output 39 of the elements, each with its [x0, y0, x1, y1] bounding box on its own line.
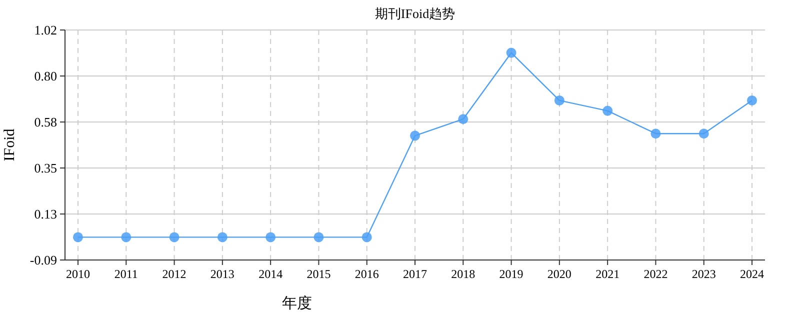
x-tick-label: 2024	[740, 267, 764, 281]
point	[73, 232, 83, 242]
x-tick-label: 2020	[547, 267, 572, 281]
x-tick-label: 2022	[644, 267, 668, 281]
point	[121, 232, 132, 242]
point	[698, 128, 709, 139]
x-tick-label: 2023	[692, 267, 716, 281]
y-tick-label: 0.13	[34, 206, 57, 222]
y-axis-title: IFoid	[2, 128, 18, 162]
x-tick-label: 2015	[306, 267, 331, 281]
x-tick-label: 2021	[596, 267, 620, 281]
x-tick-label: 2014	[258, 267, 283, 281]
x-axis-title: 年度	[282, 295, 312, 312]
point	[458, 114, 468, 124]
x-tick-label: 2018	[451, 267, 476, 281]
point	[217, 232, 228, 242]
point	[410, 130, 420, 141]
x-tick-label: 2012	[162, 267, 186, 281]
point	[747, 95, 757, 106]
x-tick-label: 2017	[403, 267, 427, 281]
point	[362, 232, 372, 242]
x-tick-label: 2019	[499, 267, 524, 281]
x-tick-label: 2013	[210, 267, 234, 281]
y-tick-label: 1.02	[34, 22, 57, 38]
point	[554, 95, 564, 106]
y-tick-label: -0.09	[30, 252, 57, 268]
x-tick-label: 2010	[66, 267, 90, 281]
y-tick-label: 0.80	[34, 68, 57, 84]
y-tick-label: 0.35	[34, 160, 57, 176]
x-tick-label: 2011	[114, 267, 138, 281]
point	[602, 106, 613, 116]
x-tick-label: 2016	[354, 267, 379, 281]
point	[266, 232, 276, 242]
chart-title: 期刊IFoid趋势	[374, 6, 456, 21]
point	[169, 232, 180, 242]
point	[314, 232, 324, 242]
point	[650, 128, 661, 139]
y-tick-label: 0.58	[34, 114, 57, 130]
point	[506, 48, 516, 58]
